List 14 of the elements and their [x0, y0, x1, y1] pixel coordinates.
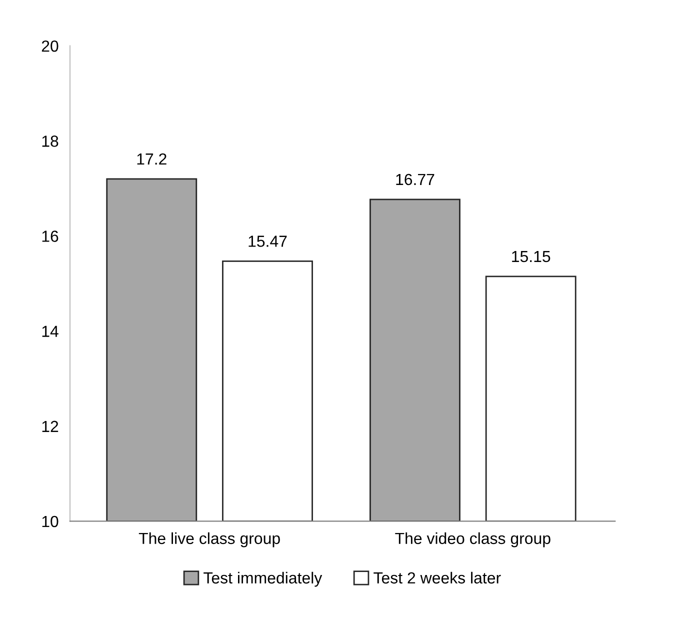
y-tick-label: 16 — [42, 230, 58, 242]
x-tick-label: The live class group — [138, 532, 280, 548]
legend-label: Test immediately — [204, 572, 322, 587]
y-tick-label: 14 — [42, 326, 58, 337]
y-tick-label: 18 — [42, 136, 58, 147]
data-label: 15.47 — [248, 236, 287, 247]
data-label: 16.77 — [396, 174, 434, 186]
data-label: 15.15 — [512, 250, 550, 262]
legend-label: Test 2 weeks later — [374, 572, 501, 584]
y-tick-label: 10 — [42, 516, 58, 528]
y-tick-label: 20 — [42, 40, 58, 52]
data-label: 17.2 — [137, 153, 166, 165]
y-tick-label: 12 — [42, 420, 58, 432]
x-tick-label: The video class group — [395, 532, 550, 548]
